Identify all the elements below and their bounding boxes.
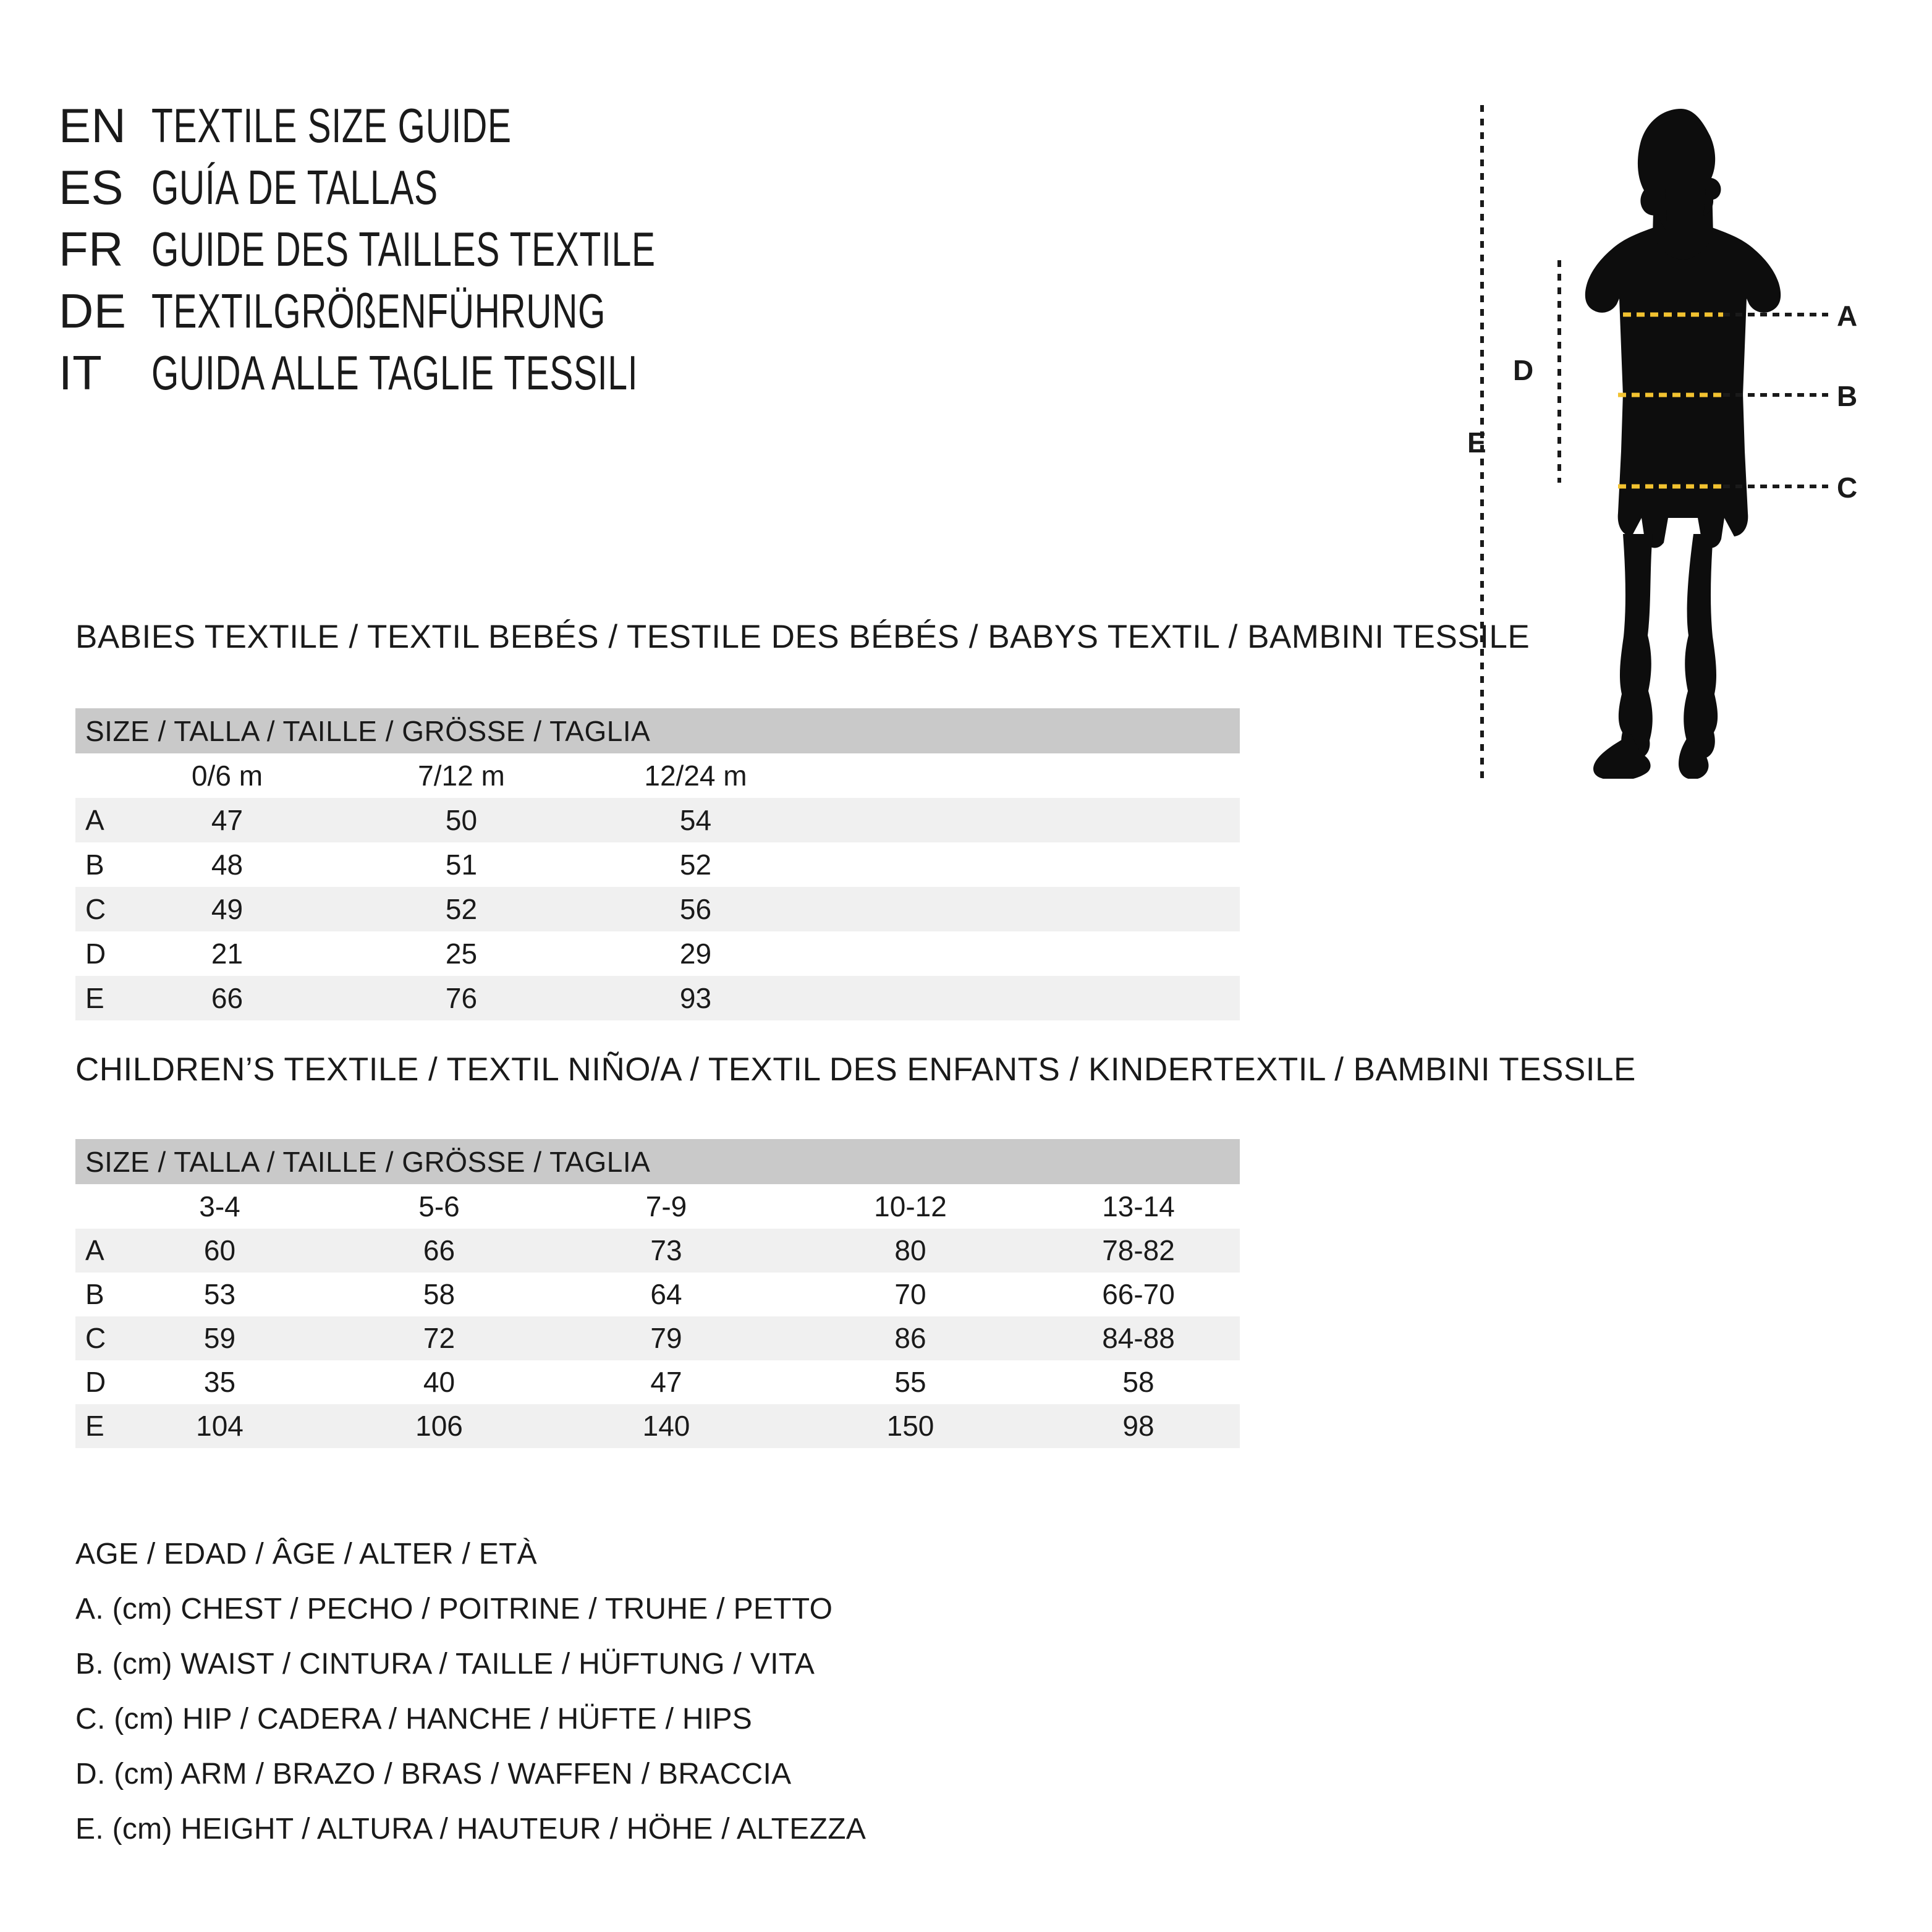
svg-text:E: E [1467,426,1486,459]
svg-text:A: A [1837,300,1857,332]
svg-text:D: D [1513,354,1533,386]
svg-text:C: C [1837,472,1857,504]
svg-text:B: B [1837,380,1857,412]
